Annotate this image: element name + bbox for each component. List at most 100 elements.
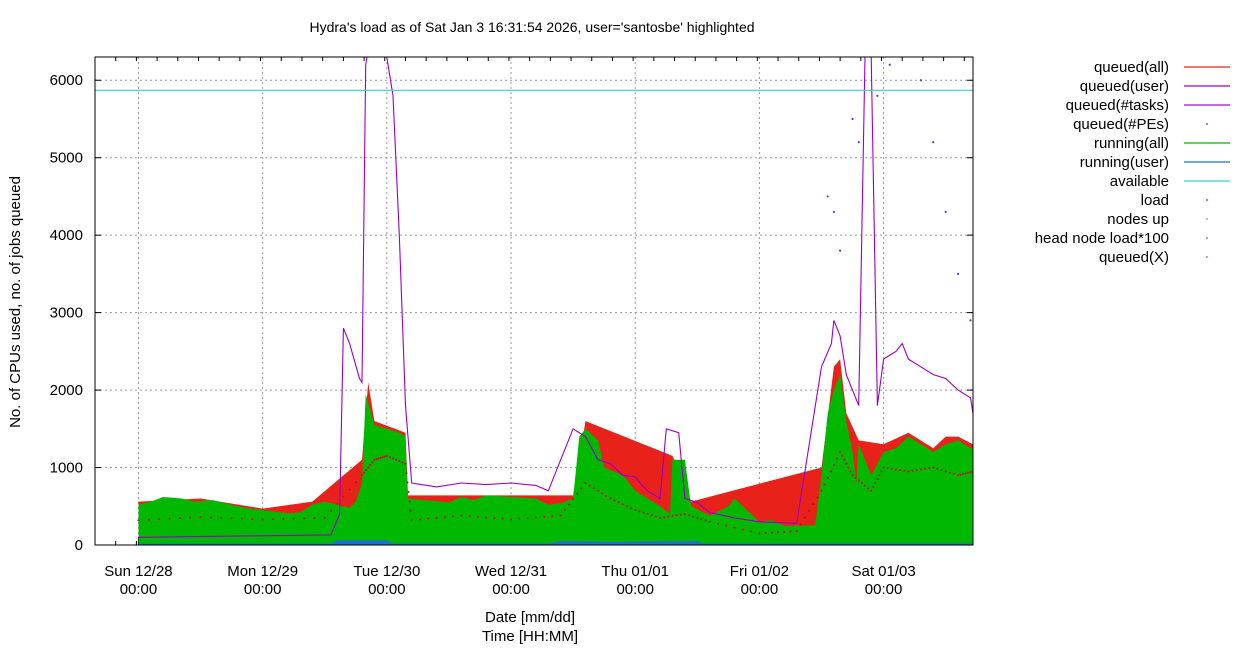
load-point xyxy=(404,462,407,465)
load-point xyxy=(940,469,943,472)
load-point xyxy=(584,482,587,485)
load-point xyxy=(907,470,910,473)
queued-pes-point xyxy=(839,249,842,252)
load-point xyxy=(392,457,395,460)
legend-label: running(all) xyxy=(1094,135,1169,152)
queued-user-line xyxy=(138,56,974,538)
load-point xyxy=(964,472,967,475)
load-point xyxy=(361,474,364,477)
y-tick-label: 5000 xyxy=(50,150,83,167)
legend-label: queued(all) xyxy=(1094,59,1169,76)
load-point xyxy=(967,471,970,474)
load-point xyxy=(158,518,161,521)
load-point xyxy=(860,482,863,485)
load-point xyxy=(725,524,728,527)
data-dots xyxy=(137,63,972,535)
load-point xyxy=(137,519,140,522)
legend-label: queued(#PEs) xyxy=(1073,116,1169,133)
load-point xyxy=(962,472,965,475)
queued-pes-point xyxy=(919,79,922,82)
load-point xyxy=(808,509,811,512)
y-tick-label: 3000 xyxy=(50,305,83,322)
load-point xyxy=(928,467,931,470)
load-point xyxy=(406,481,409,484)
queued-pes-point xyxy=(832,210,836,214)
legend-swatch xyxy=(1206,199,1208,201)
load-point xyxy=(348,488,351,491)
load-point xyxy=(870,489,873,492)
load-point xyxy=(634,509,637,512)
load-point xyxy=(704,519,707,522)
legend: queued(all) queued(user) queued(#tasks) que… xyxy=(1035,59,1230,266)
y-tick-label: 1000 xyxy=(50,460,83,477)
load-point xyxy=(551,515,554,518)
legend-swatch xyxy=(1206,123,1208,125)
load-point xyxy=(418,518,421,521)
load-point xyxy=(292,517,295,520)
load-point xyxy=(741,528,744,531)
load-point xyxy=(518,517,521,520)
load-point xyxy=(336,502,339,505)
load-point xyxy=(919,468,922,471)
load-point xyxy=(764,531,767,534)
legend-label: available xyxy=(1110,173,1169,190)
load-point xyxy=(282,517,285,520)
load-point xyxy=(323,516,326,519)
load-point xyxy=(605,494,608,497)
load-point xyxy=(758,532,761,535)
queued-pes-point xyxy=(944,210,947,214)
data-lines xyxy=(95,56,974,538)
load-point xyxy=(733,526,736,529)
legend-label: running(user) xyxy=(1080,154,1169,171)
load-point xyxy=(683,513,686,516)
load-point xyxy=(880,470,883,473)
load-point xyxy=(816,496,819,499)
load-point xyxy=(468,515,471,518)
x-tick-time: 00:00 xyxy=(616,581,654,598)
data-fills xyxy=(138,359,973,545)
load-point xyxy=(899,469,902,472)
load-point xyxy=(460,514,463,517)
load-point xyxy=(398,460,401,463)
load-point xyxy=(625,505,628,508)
load-point xyxy=(863,484,866,487)
load-point xyxy=(596,489,599,492)
load-point xyxy=(435,516,438,519)
load-point xyxy=(847,466,850,469)
x-tick-day: Sun 12/28 xyxy=(104,563,172,580)
queued-all-area xyxy=(138,359,973,545)
load-point xyxy=(959,473,962,476)
legend-label: nodes up xyxy=(1107,211,1169,228)
queued-pes-point xyxy=(969,319,972,322)
legend-label: load xyxy=(1141,192,1169,209)
load-point xyxy=(829,470,832,473)
load-point xyxy=(659,516,662,519)
load-point xyxy=(679,513,682,516)
load-point xyxy=(708,520,711,523)
load-point xyxy=(485,516,488,519)
load-point xyxy=(799,523,802,526)
load-point xyxy=(841,454,844,457)
legend-label: queued(X) xyxy=(1099,249,1169,266)
y-tick-label: 0 xyxy=(75,537,83,554)
load-point xyxy=(371,461,374,464)
queued-pes-point xyxy=(956,272,960,275)
load-point xyxy=(409,509,412,512)
x-tick-time: 00:00 xyxy=(244,581,282,598)
load-point xyxy=(592,487,595,490)
x-tick-day: Wed 12/31 xyxy=(475,563,547,580)
load-point xyxy=(369,463,372,466)
load-point xyxy=(803,516,806,519)
x-axis-label-time: Time [HH:MM] xyxy=(482,628,578,645)
queued-pes-point xyxy=(851,117,854,121)
load-point xyxy=(969,471,972,474)
load-point xyxy=(890,467,893,470)
load-point xyxy=(567,503,570,506)
x-tick-day: Thu 01/01 xyxy=(601,563,669,580)
x-tick-day: Fri 01/02 xyxy=(730,563,789,580)
queued-pes-point xyxy=(857,141,860,144)
load-point xyxy=(663,516,666,519)
queued-pes-point xyxy=(826,195,829,198)
load-point xyxy=(952,472,955,475)
x-axis-label-date: Date [mm/dd] xyxy=(485,609,575,626)
